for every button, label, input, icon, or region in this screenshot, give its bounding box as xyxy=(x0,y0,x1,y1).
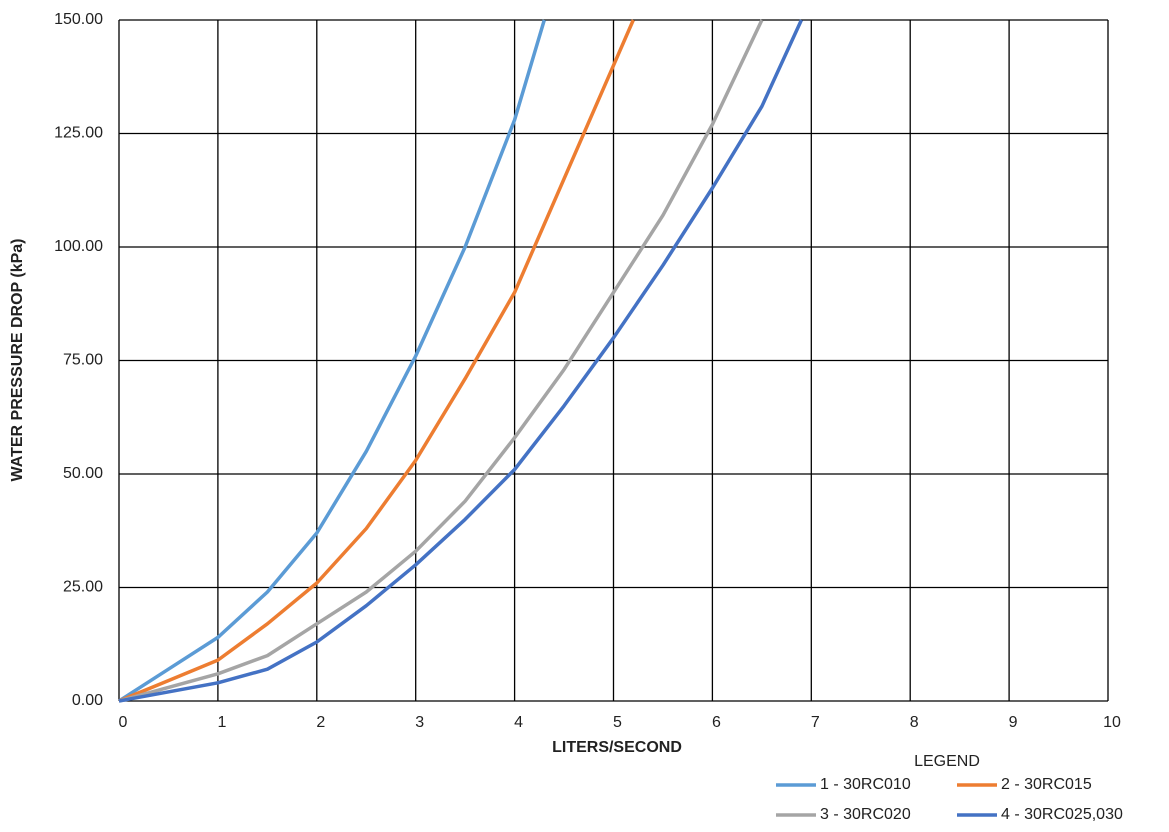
x-tick-label: 9 xyxy=(1009,714,1018,731)
x-tick-label: 5 xyxy=(613,714,622,731)
y-tick-label: 50.00 xyxy=(63,465,103,482)
legend-label: 4 - 30RC025,030 xyxy=(1001,806,1123,823)
y-tick-label: 25.00 xyxy=(63,579,103,596)
series-line xyxy=(118,19,764,703)
x-tick-label: 0 xyxy=(119,714,128,731)
y-tick-label: 150.00 xyxy=(54,11,103,28)
legend-title: LEGEND xyxy=(914,753,980,770)
legend-label: 2 - 30RC015 xyxy=(1001,776,1092,793)
x-tick-label: 6 xyxy=(712,714,721,731)
legend-label: 1 - 30RC010 xyxy=(820,776,911,793)
series-line xyxy=(118,19,546,703)
series-line xyxy=(118,19,803,703)
x-tick-label: 7 xyxy=(811,714,820,731)
y-axis-label: WATER PRESSURE DROP (kPa) xyxy=(9,238,26,481)
y-tick-label: 0.00 xyxy=(72,692,103,709)
x-tick-label: 1 xyxy=(217,714,226,731)
x-axis-label: LITERS/SECOND xyxy=(552,739,682,756)
x-tick-label: 8 xyxy=(910,714,919,731)
x-tick-label: 3 xyxy=(415,714,424,731)
y-tick-label: 75.00 xyxy=(63,352,103,369)
series-line xyxy=(118,19,635,703)
x-tick-label: 10 xyxy=(1103,714,1121,731)
y-tick-label: 100.00 xyxy=(54,238,103,255)
y-tick-label: 125.00 xyxy=(54,125,103,142)
x-tick-label: 4 xyxy=(514,714,523,731)
legend-label: 3 - 30RC020 xyxy=(820,806,911,823)
x-tick-label: 2 xyxy=(316,714,325,731)
